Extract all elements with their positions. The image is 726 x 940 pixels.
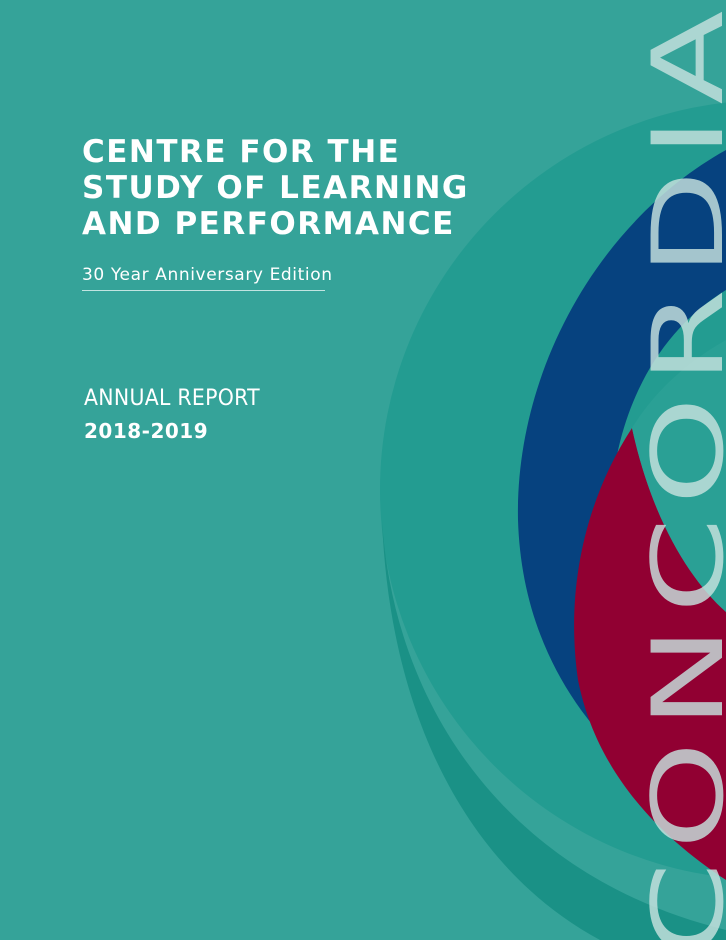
teal-crescent <box>382 520 726 940</box>
report-year: 2018-2019 <box>84 419 209 443</box>
annual-report-label: ANNUAL REPORT <box>84 386 260 411</box>
blue-arc <box>517 150 726 830</box>
title-line-3: AND PERFORMANCE <box>82 206 455 242</box>
red-shape <box>574 428 726 880</box>
title-line-1: CENTRE FOR THE <box>82 134 401 170</box>
title-line-2: STUDY OF LEARNING <box>82 170 469 206</box>
edition-subtitle: 30 Year Anniversary Edition <box>82 265 333 285</box>
centre-title: CENTRE FOR THE STUDY OF LEARNING AND PER… <box>82 134 469 242</box>
inner-teal <box>632 340 726 612</box>
edition-underline <box>82 290 325 291</box>
